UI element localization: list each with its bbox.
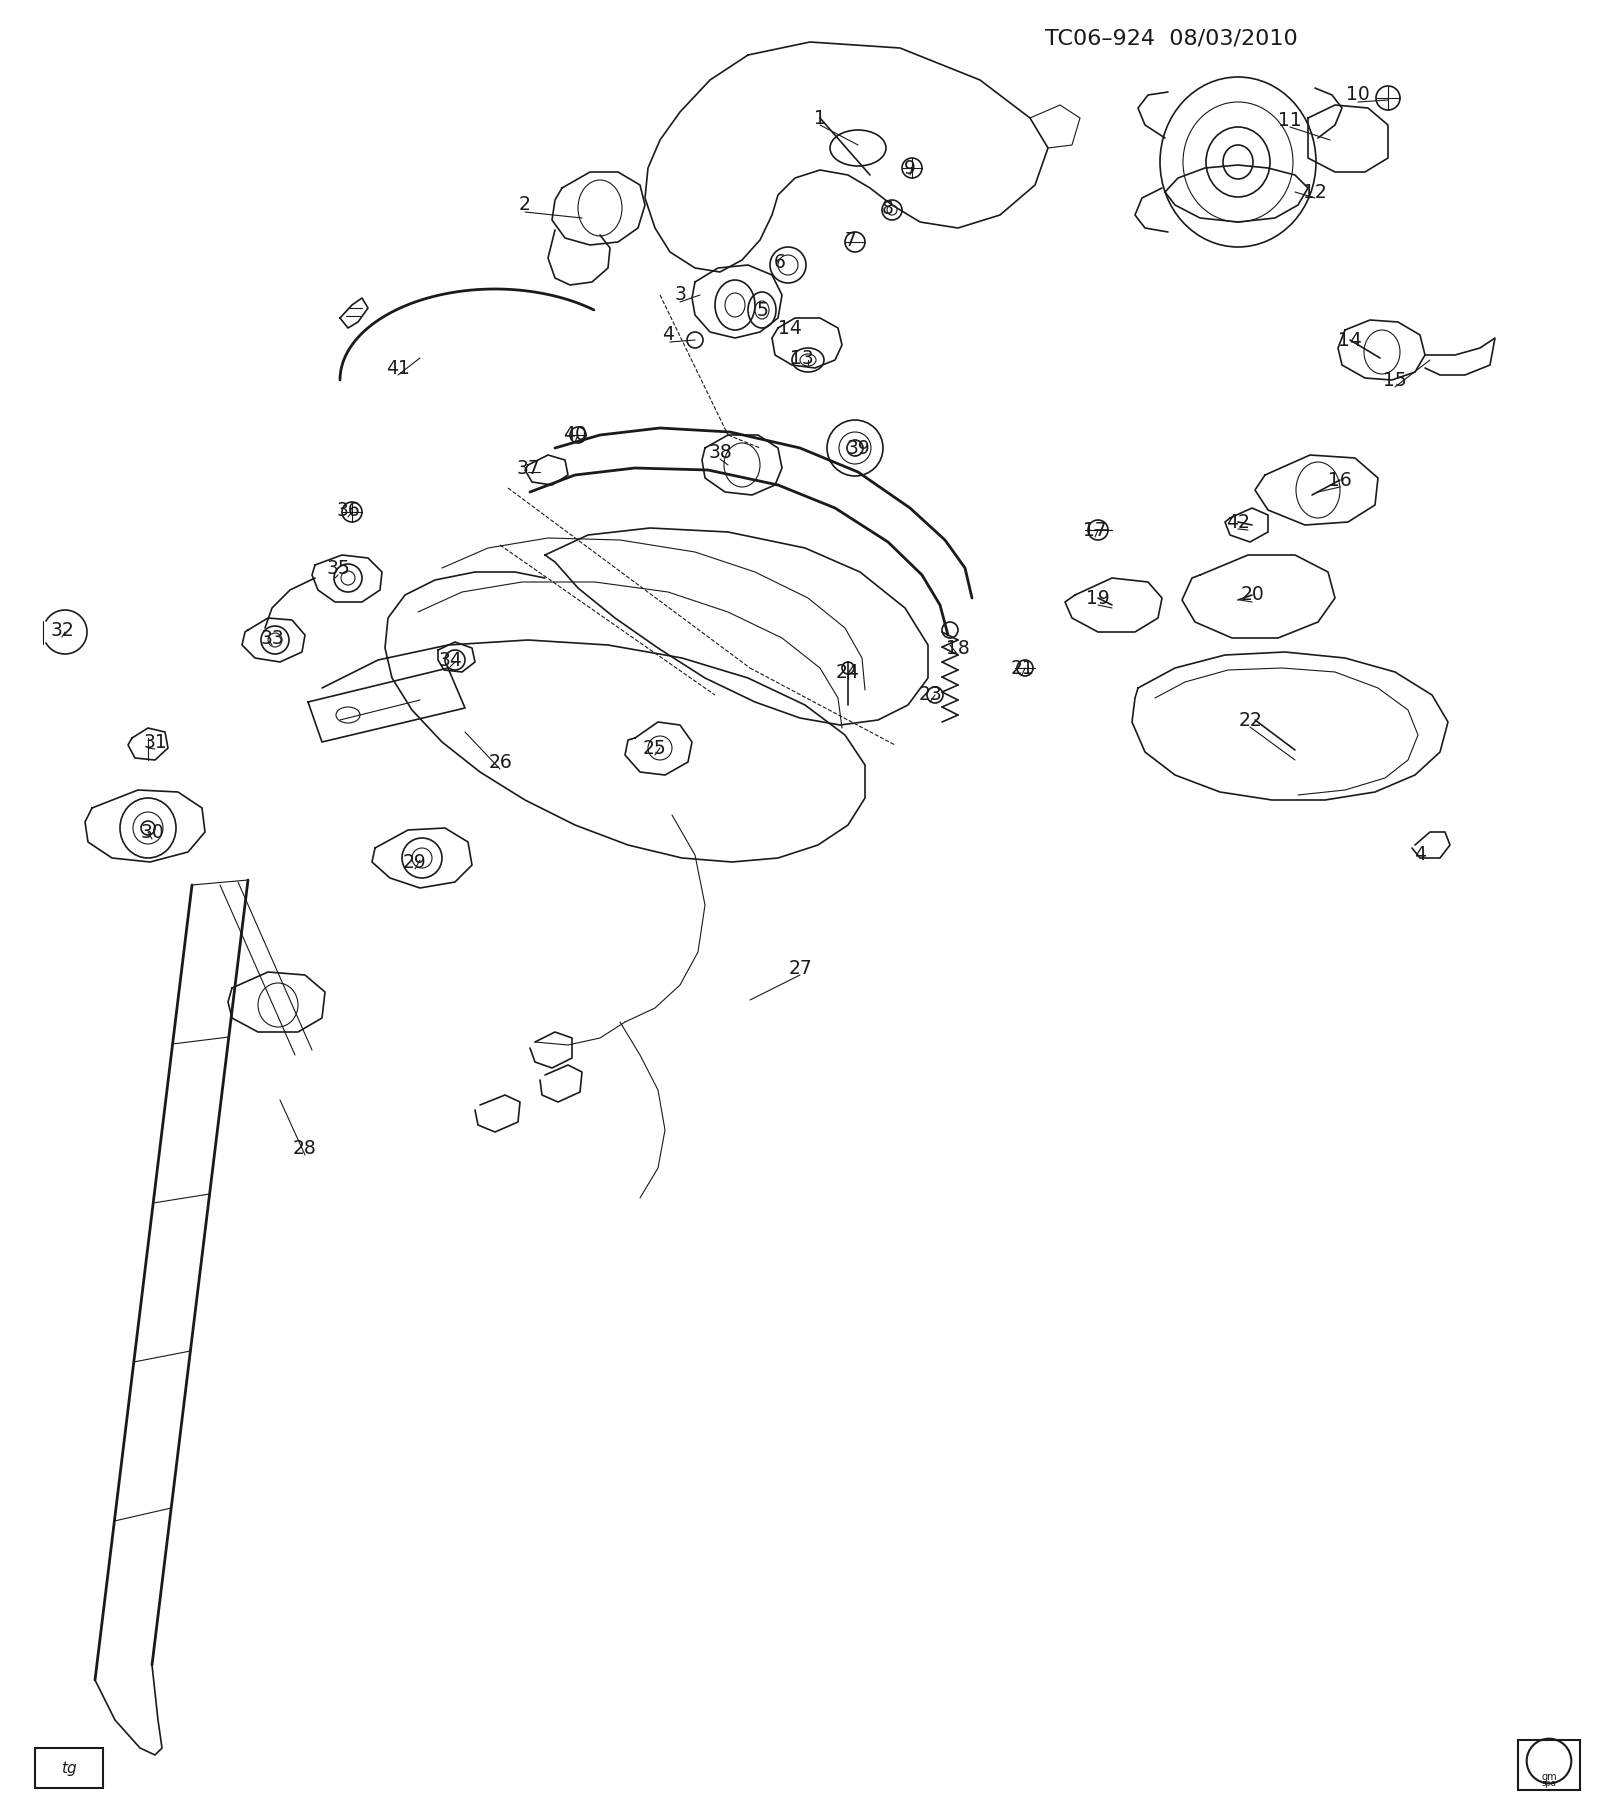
Text: 31: 31 xyxy=(142,732,166,752)
Text: 24: 24 xyxy=(837,662,859,682)
Text: 27: 27 xyxy=(789,959,811,978)
Text: 23: 23 xyxy=(918,686,942,704)
Text: 19: 19 xyxy=(1086,589,1110,607)
Text: 13: 13 xyxy=(790,348,814,368)
Text: 30: 30 xyxy=(141,822,163,842)
Text: 11: 11 xyxy=(1278,111,1302,129)
Text: 25: 25 xyxy=(643,738,667,757)
Text: 14: 14 xyxy=(778,318,802,337)
Text: 8: 8 xyxy=(882,199,894,217)
Text: 4: 4 xyxy=(662,325,674,345)
Text: 6: 6 xyxy=(774,253,786,271)
Text: 21: 21 xyxy=(1010,659,1034,677)
Text: 1: 1 xyxy=(814,108,826,127)
Text: 29: 29 xyxy=(403,853,427,872)
Text: 38: 38 xyxy=(709,443,731,461)
Text: 35: 35 xyxy=(326,558,350,578)
Text: 17: 17 xyxy=(1083,521,1107,540)
Text: 14: 14 xyxy=(1338,330,1362,350)
Text: TC06–924  08/03/2010: TC06–924 08/03/2010 xyxy=(1045,29,1298,48)
Text: tg: tg xyxy=(61,1761,77,1775)
Text: 33: 33 xyxy=(261,628,283,648)
Text: 37: 37 xyxy=(517,458,539,477)
Text: 18: 18 xyxy=(946,639,970,657)
Text: 4: 4 xyxy=(1414,845,1426,865)
Text: 20: 20 xyxy=(1240,585,1264,605)
Text: 3: 3 xyxy=(674,285,686,305)
Text: 16: 16 xyxy=(1328,470,1352,490)
Bar xyxy=(1518,1739,1581,1790)
Text: 22: 22 xyxy=(1238,711,1262,729)
Text: 40: 40 xyxy=(563,425,587,445)
Text: 26: 26 xyxy=(488,752,512,772)
Text: gm: gm xyxy=(1541,1772,1557,1782)
Text: 15: 15 xyxy=(1382,370,1406,390)
Text: 34: 34 xyxy=(438,650,462,670)
Text: 32: 32 xyxy=(50,621,74,639)
Text: 39: 39 xyxy=(846,438,870,458)
Text: 10: 10 xyxy=(1346,86,1370,104)
Text: 9: 9 xyxy=(904,158,915,178)
Text: 5: 5 xyxy=(757,300,768,320)
Text: 41: 41 xyxy=(386,359,410,377)
Bar xyxy=(35,1748,102,1788)
Text: 28: 28 xyxy=(293,1138,317,1158)
Text: spa: spa xyxy=(1541,1779,1557,1788)
Text: 2: 2 xyxy=(518,196,531,214)
Text: 12: 12 xyxy=(1302,183,1326,201)
Text: 36: 36 xyxy=(336,501,360,519)
Text: 42: 42 xyxy=(1226,513,1250,531)
Text: 7: 7 xyxy=(845,230,856,250)
